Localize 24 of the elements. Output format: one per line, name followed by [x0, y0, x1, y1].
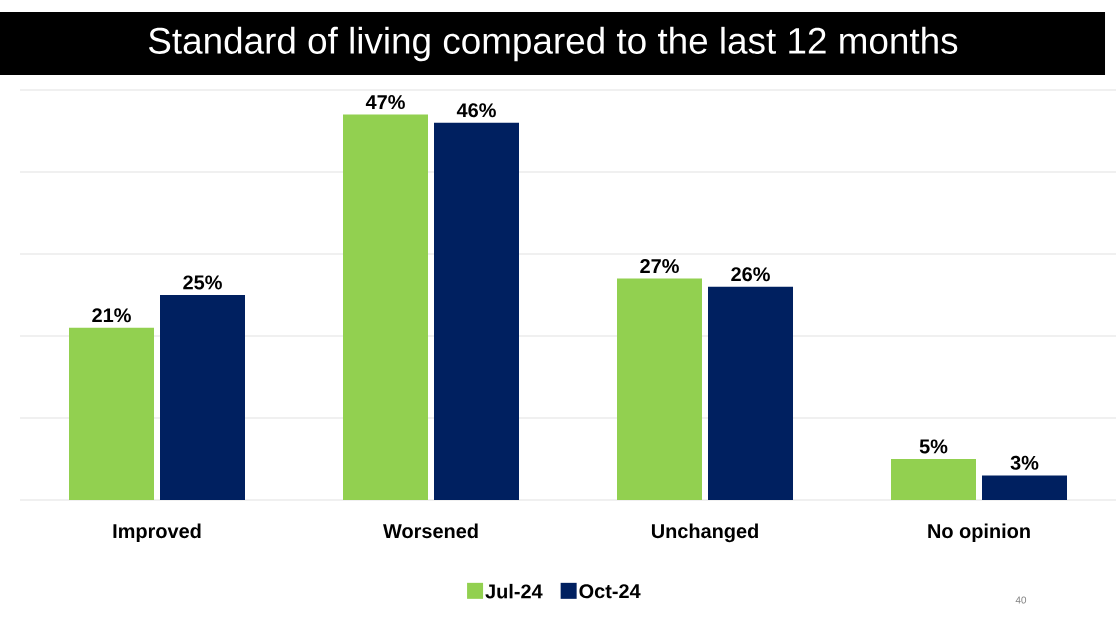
data-label: 3%	[1010, 455, 1039, 470]
bar	[160, 295, 245, 500]
x-tick-label: Unchanged	[651, 523, 758, 543]
data-label: 47%	[365, 95, 405, 110]
legend-label: Oct-24	[579, 584, 641, 599]
data-label: 27%	[640, 259, 679, 274]
bar	[343, 114, 428, 500]
chart-title: Standard of living compared to the last 12 months	[148, 26, 958, 62]
x-tick-label: Worsened	[383, 523, 478, 539]
data-label: 46%	[456, 103, 496, 118]
text: 40	[1015, 596, 1027, 604]
bar	[708, 286, 793, 500]
data-label: 21%	[92, 308, 131, 323]
x-tick-label: Improved	[113, 523, 201, 543]
data-label: 26%	[731, 267, 770, 282]
bar	[982, 475, 1067, 500]
bar	[891, 459, 976, 500]
bar	[69, 327, 154, 500]
data-label: 5%	[919, 439, 948, 454]
data-label: 25%	[183, 275, 222, 290]
x-tick-label: No opinion	[928, 523, 1030, 543]
legend-label: Jul-24	[485, 583, 543, 599]
bar	[434, 122, 519, 500]
bar	[617, 278, 702, 500]
